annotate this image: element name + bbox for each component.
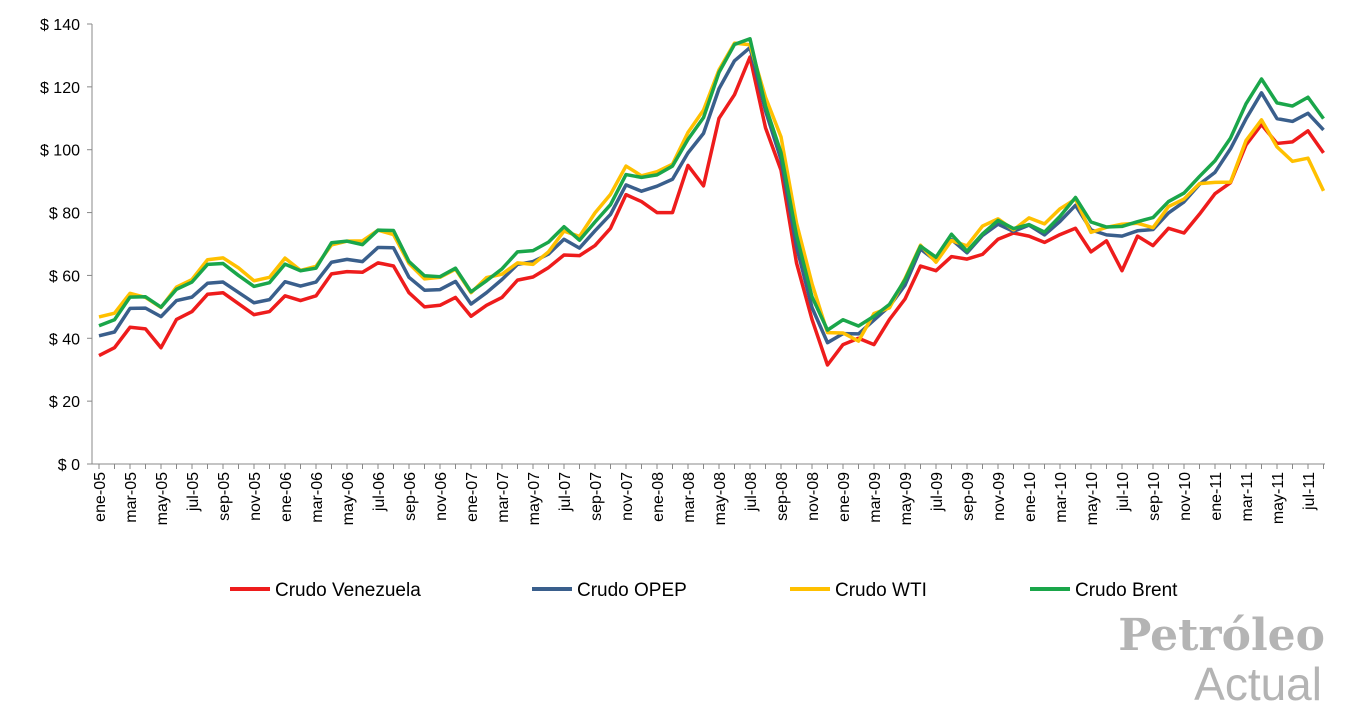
series-line <box>98 45 1325 345</box>
x-tick-label: sep-05 <box>216 472 233 521</box>
x-tick-label: jul-09 <box>929 472 946 512</box>
x-tick-label: may-06 <box>340 472 357 525</box>
legend-label: Crudo WTI <box>835 580 927 601</box>
x-tick-label: may-11 <box>1270 472 1287 524</box>
x-tick-label: jul-08 <box>743 472 760 512</box>
y-tick-label: $ 20 <box>49 394 80 411</box>
x-tick-label: mar-09 <box>867 472 884 523</box>
x-tick-label: sep-06 <box>402 472 419 521</box>
x-tick-label: nov-08 <box>805 472 822 521</box>
y-tick-label: $ 40 <box>49 331 80 348</box>
y-tick-label: $ 0 <box>58 457 80 474</box>
x-tick-label: may-09 <box>898 472 915 525</box>
x-tick-label: ene-09 <box>836 472 853 522</box>
y-tick-label: $ 80 <box>49 206 80 223</box>
x-tick-label: ene-08 <box>650 472 667 522</box>
x-tick-label: mar-11 <box>1239 472 1256 522</box>
x-tick-label: sep-07 <box>588 472 605 521</box>
x-tick-label: mar-08 <box>681 472 698 523</box>
x-tick-label: nov-05 <box>247 472 264 521</box>
y-tick-label: $ 120 <box>40 80 80 97</box>
series-line <box>98 55 1325 367</box>
x-tick-label: mar-10 <box>1053 472 1070 523</box>
x-tick-label: may-05 <box>154 472 171 525</box>
x-tick-label: jul-07 <box>557 472 574 512</box>
y-tick-label: $ 140 <box>40 17 80 34</box>
watermark-bottom: Actual <box>1194 658 1322 710</box>
x-tick-label: ene-05 <box>92 472 109 522</box>
x-tick-label: sep-10 <box>1146 472 1163 521</box>
x-tick-label: nov-09 <box>991 472 1008 521</box>
x-tick-label: sep-09 <box>960 472 977 521</box>
x-tick-label: ene-06 <box>278 472 295 522</box>
legend-label: Crudo Venezuela <box>275 580 421 601</box>
x-tick-label: may-10 <box>1084 472 1101 525</box>
x-tick-label: ene-11 <box>1208 472 1225 521</box>
x-tick-label: nov-06 <box>433 472 450 521</box>
x-tick-label: may-07 <box>526 472 543 525</box>
x-tick-label: nov-07 <box>619 472 636 521</box>
x-tick-label: mar-05 <box>123 472 140 523</box>
y-tick-label: $ 100 <box>40 143 80 160</box>
x-tick-label: mar-07 <box>495 472 512 523</box>
y-tick-label: $ 60 <box>49 268 80 285</box>
watermark-top: Petróleo <box>1118 610 1325 661</box>
x-tick-label: jul-11 <box>1301 472 1318 511</box>
x-tick-label: jul-10 <box>1115 472 1132 512</box>
x-tick-label: ene-07 <box>464 472 481 522</box>
x-tick-label: sep-08 <box>774 472 791 521</box>
x-tick-label: jul-05 <box>185 472 202 512</box>
x-tick-label: mar-06 <box>309 472 326 523</box>
x-tick-label: may-08 <box>712 472 729 525</box>
x-tick-label: jul-06 <box>371 472 388 512</box>
series-line <box>98 37 1325 332</box>
legend-label: Crudo OPEP <box>577 580 687 601</box>
x-tick-label: ene-10 <box>1022 472 1039 522</box>
x-tick-label: nov-10 <box>1177 472 1194 521</box>
legend-label: Crudo Brent <box>1075 580 1178 601</box>
